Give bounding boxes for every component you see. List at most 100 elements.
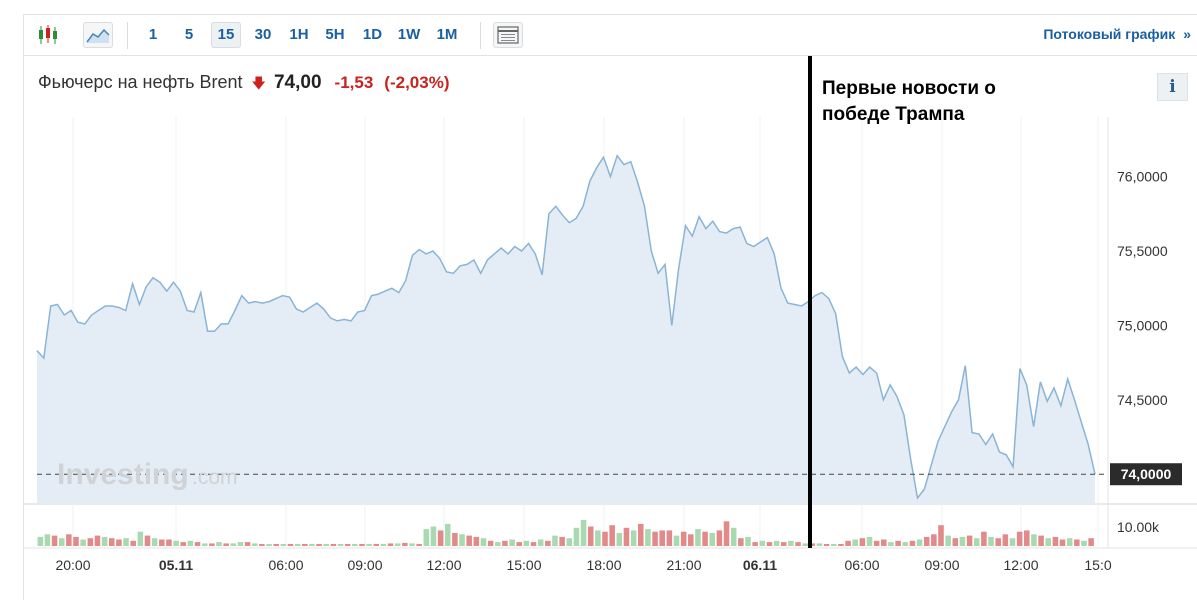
volume-bar bbox=[652, 531, 658, 546]
volume-bar bbox=[402, 542, 408, 546]
volume-bar bbox=[637, 523, 644, 546]
volume-bar bbox=[916, 539, 923, 546]
volume-bar bbox=[509, 539, 515, 546]
chart-frame bbox=[23, 14, 1197, 600]
volume-bar bbox=[537, 539, 544, 546]
stream-chart-link[interactable]: Потоковый график » bbox=[1043, 26, 1191, 42]
volume-bar bbox=[988, 536, 994, 546]
volume-bar bbox=[137, 531, 144, 546]
volume-bar bbox=[230, 543, 237, 546]
volume-bar bbox=[902, 542, 909, 546]
volume-bar bbox=[466, 535, 472, 546]
volume-bar bbox=[1045, 538, 1052, 546]
volume-bar bbox=[244, 542, 251, 546]
interval-15[interactable]: 15 bbox=[211, 22, 241, 48]
toolbar-divider bbox=[127, 22, 128, 49]
x-tick-label: 12:00 bbox=[1003, 557, 1038, 573]
volume-bar bbox=[444, 523, 451, 546]
interval-5[interactable]: 5 bbox=[184, 26, 194, 43]
volume-bar bbox=[1052, 536, 1059, 546]
volume-bar bbox=[66, 534, 72, 546]
volume-bar bbox=[459, 534, 465, 546]
volume-bar bbox=[702, 531, 708, 546]
volume-bar bbox=[287, 544, 294, 546]
volume-bar bbox=[845, 540, 851, 546]
interval-1d[interactable]: 1D bbox=[362, 26, 383, 43]
volume-bar bbox=[623, 527, 630, 546]
volume-bar bbox=[166, 539, 172, 546]
volume-bar bbox=[530, 542, 537, 546]
volume-bar bbox=[187, 540, 194, 546]
volume-bar bbox=[816, 543, 823, 546]
chevron-right-icon: » bbox=[1183, 26, 1191, 42]
y-tick-label: 76,0000 bbox=[1117, 169, 1168, 185]
volume-bar bbox=[981, 531, 987, 546]
x-tick-label: 15:00 bbox=[506, 557, 541, 573]
volume-bar bbox=[831, 544, 837, 546]
volume-bar bbox=[773, 540, 780, 546]
volume-bar bbox=[123, 538, 129, 546]
interval-1[interactable]: 1 bbox=[148, 26, 158, 43]
watermark-suffix: .com bbox=[192, 466, 238, 489]
volume-bar bbox=[1081, 540, 1087, 546]
volume-bar bbox=[487, 540, 494, 546]
volume-bar bbox=[938, 525, 944, 546]
event-annotation-line-2: победе Трампа bbox=[822, 104, 965, 125]
volume-bar bbox=[666, 530, 673, 546]
volume-bar bbox=[344, 544, 351, 546]
interval-1w[interactable]: 1W bbox=[397, 26, 421, 43]
volume-bar bbox=[473, 536, 480, 546]
volume-bar bbox=[923, 536, 930, 546]
volume-bar bbox=[881, 539, 887, 546]
volume-bar bbox=[852, 539, 858, 546]
volume-bar bbox=[752, 542, 758, 546]
last-price: 74,00 bbox=[273, 72, 322, 93]
volume-bar bbox=[1016, 531, 1023, 546]
volume-bar bbox=[709, 533, 716, 546]
volume-bar bbox=[108, 538, 115, 546]
volume-bar bbox=[237, 542, 244, 546]
price-area-fill bbox=[37, 155, 1095, 504]
volume-bar bbox=[452, 533, 458, 546]
stream-chart-label[interactable]: Потоковый график bbox=[1043, 26, 1176, 42]
volume-bar bbox=[58, 538, 65, 546]
volume-bar bbox=[373, 543, 380, 546]
volume-bar bbox=[859, 538, 866, 546]
volume-bar bbox=[516, 542, 523, 546]
y-tick-label: 74,5000 bbox=[1117, 392, 1168, 408]
interval-1m[interactable]: 1M bbox=[436, 26, 458, 43]
candlestick-icon[interactable] bbox=[33, 22, 63, 48]
volume-bar bbox=[559, 536, 565, 546]
current-price-tag bbox=[1110, 463, 1182, 486]
volume-bar bbox=[409, 543, 415, 546]
info-button[interactable]: i bbox=[1157, 73, 1188, 101]
volume-bar bbox=[566, 538, 573, 546]
interval-30[interactable]: 30 bbox=[254, 26, 272, 43]
area-chart-icon[interactable] bbox=[83, 22, 113, 48]
instrument-name: Фьючерс на нефть Brent bbox=[38, 72, 243, 92]
volume-bar bbox=[337, 544, 344, 546]
volume-bar bbox=[866, 536, 873, 546]
volume-bar bbox=[1031, 534, 1037, 546]
volume-bar bbox=[602, 531, 608, 546]
interval-5h[interactable]: 5H bbox=[325, 26, 345, 43]
x-tick-label: 05.11 bbox=[159, 557, 193, 573]
volume-bar bbox=[545, 540, 551, 546]
event-annotation: Первые новости о победе Трампа bbox=[822, 76, 1062, 128]
volume-bar bbox=[44, 534, 51, 546]
volume-bar bbox=[480, 538, 487, 546]
volume-bar bbox=[587, 526, 594, 546]
volume-bar bbox=[144, 535, 151, 546]
table-icon[interactable] bbox=[493, 22, 523, 48]
volume-bar bbox=[523, 540, 530, 546]
volume-bar bbox=[895, 540, 901, 546]
volume-bar bbox=[616, 533, 623, 546]
volume-bar bbox=[809, 543, 816, 546]
chart-toolbar: 1 5 15 30 1H 5H 1D 1W 1M Потоковый графи… bbox=[23, 14, 1197, 56]
current-price-tag-label: 74,0000 bbox=[1121, 466, 1172, 482]
volume-bar bbox=[695, 529, 701, 546]
interval-1h[interactable]: 1H bbox=[289, 26, 309, 43]
volume-bar bbox=[802, 543, 808, 546]
volume-bar bbox=[294, 544, 301, 546]
